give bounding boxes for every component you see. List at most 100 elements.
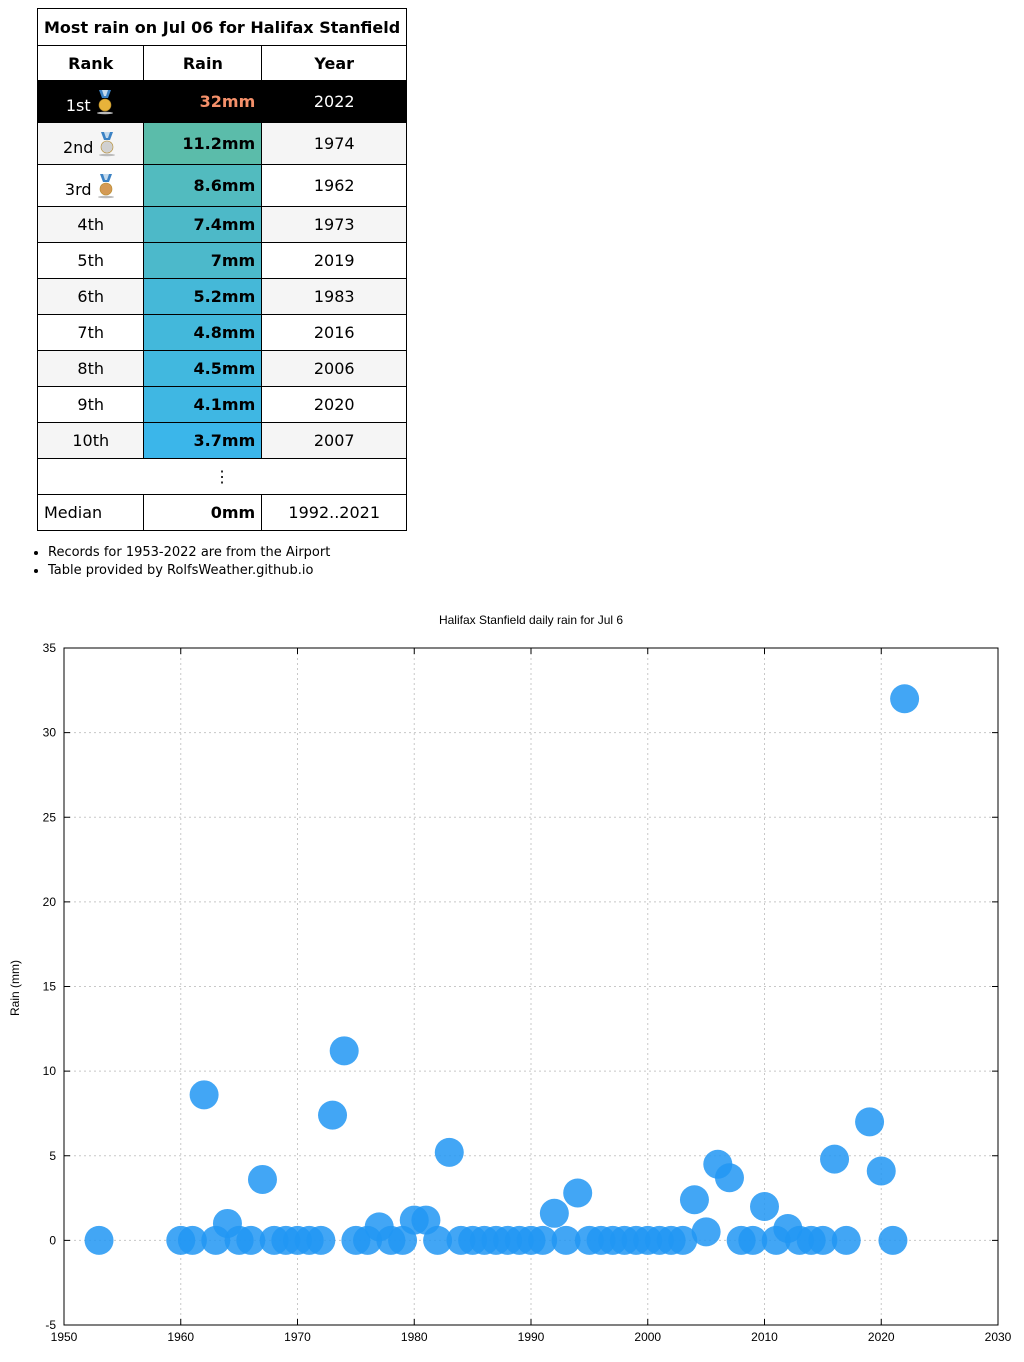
y-tick-label: 25 [43,810,57,824]
rain-cell: 8.6mm [143,164,263,207]
table-row: 4th 7.4mm 1973 [36,206,408,243]
data-point [668,1225,698,1255]
x-tick-label: 1980 [401,1330,428,1344]
rank-label: 4th [77,215,105,234]
data-point [866,1156,896,1186]
rank-label: 10th [72,431,110,450]
note-item: Records for 1953-2022 are from the Airpo… [48,544,330,562]
rank-label: 5th [77,251,105,270]
rain-cell: 4.1mm [143,386,263,423]
rank-cell: 5th [36,242,145,279]
rank-cell: 2nd [36,122,145,165]
data-point [691,1217,721,1247]
header-year: Year [261,45,408,81]
rank-cell: 4th [36,206,145,243]
y-tick-label: 20 [43,895,57,909]
rank-label: 1st [65,95,91,115]
year-cell: 1973 [261,206,408,243]
table-row: 10th 3.7mm 2007 [36,422,408,459]
data-point [528,1225,558,1255]
rank-cell: 3rd [36,164,145,207]
median-label: Median [36,494,145,531]
rank-cell: 8th [36,350,145,387]
data-point [434,1137,464,1167]
data-point [714,1163,744,1193]
data-points [84,684,920,1255]
data-point [539,1198,569,1228]
x-tick-label: 2020 [868,1330,895,1344]
y-tick-label: 10 [43,1064,57,1078]
median-row: Median 0mm 1992..2021 [36,494,408,531]
rain-cell: 7mm [143,242,263,279]
data-point [878,1225,908,1255]
rank-label: 7th [77,323,105,342]
grid [64,648,998,1325]
x-tick-label: 2010 [751,1330,778,1344]
table-row: 9th 4.1mm 2020 [36,386,408,423]
data-point [247,1164,277,1194]
data-point [831,1225,861,1255]
table-row: ⋮ [36,458,408,495]
median-rain: 0mm [143,494,263,531]
table-row: 7th 4.8mm 2016 [36,314,408,351]
data-point [808,1225,838,1255]
median-years: 1992..2021 [261,494,408,531]
axes: 1950 1960 1970 1980 1990 2000 2010 2020 2030-505… [43,641,1012,1344]
table-row: 1st 32mm 2022 [36,80,408,123]
x-tick-label: 1970 [284,1330,311,1344]
rain-cell: 7.4mm [143,206,263,243]
ellipsis-cell: ⋮ [36,458,408,495]
table-row: 3rd 8.6mm 1962 [36,164,408,207]
year-cell: 2016 [261,314,408,351]
rank-cell: 1st [36,80,145,123]
rank-cell: 6th [36,278,145,315]
data-point [236,1225,266,1255]
rain-cell: 32mm [143,80,263,123]
gold-medal-icon [96,89,113,114]
rain-cell: 3.7mm [143,422,263,459]
data-point [423,1225,453,1255]
y-tick-label: 15 [43,980,57,994]
rain-scatter-chart: Halifax Stanfield daily rain for Jul 6 R… [8,613,1012,1344]
y-axis-label: Rain (mm) [8,960,22,1016]
table-row: 6th 5.2mm 1983 [36,278,408,315]
y-tick-label: 30 [43,726,57,740]
data-point [738,1225,768,1255]
year-cell: 2006 [261,350,408,387]
data-point [890,684,920,714]
year-cell: 2022 [261,80,408,123]
data-point [563,1178,593,1208]
data-point [189,1080,219,1110]
notes-list: Records for 1953-2022 are from the Airpo… [30,544,330,580]
rain-cell: 11.2mm [143,122,263,165]
rank-cell: 10th [36,422,145,459]
rank-label: 9th [77,395,105,414]
y-tick-label: 0 [49,1233,56,1247]
x-tick-label: 1960 [167,1330,194,1344]
data-point [306,1225,336,1255]
x-tick-label: 1990 [518,1330,545,1344]
year-cell: 1974 [261,122,408,165]
data-point [318,1100,348,1130]
data-point [820,1144,850,1174]
x-tick-label: 2000 [634,1330,661,1344]
rank-cell: 9th [36,386,145,423]
data-point [329,1036,359,1066]
rank-label: 8th [77,359,105,378]
rain-cell: 5.2mm [143,278,263,315]
header-rank: Rank [36,45,145,81]
table-title: Most rain on Jul 06 for Halifax Stanfiel… [36,8,408,46]
table-row: 2nd 11.2mm 1974 [36,122,408,165]
data-point [750,1192,779,1222]
data-point [679,1185,709,1215]
y-tick-label: -5 [45,1318,56,1332]
ranking-table: Most rain on Jul 06 for Halifax Stanfiel… [36,8,408,531]
year-cell: 1983 [261,278,408,315]
rank-label: 3rd [64,179,92,199]
rank-label: 6th [77,287,105,306]
table-row: 5th 7mm 2019 [36,242,408,279]
y-tick-label: 5 [49,1149,56,1163]
data-point [855,1107,885,1137]
data-point [177,1225,207,1255]
header-rain: Rain [143,45,263,81]
